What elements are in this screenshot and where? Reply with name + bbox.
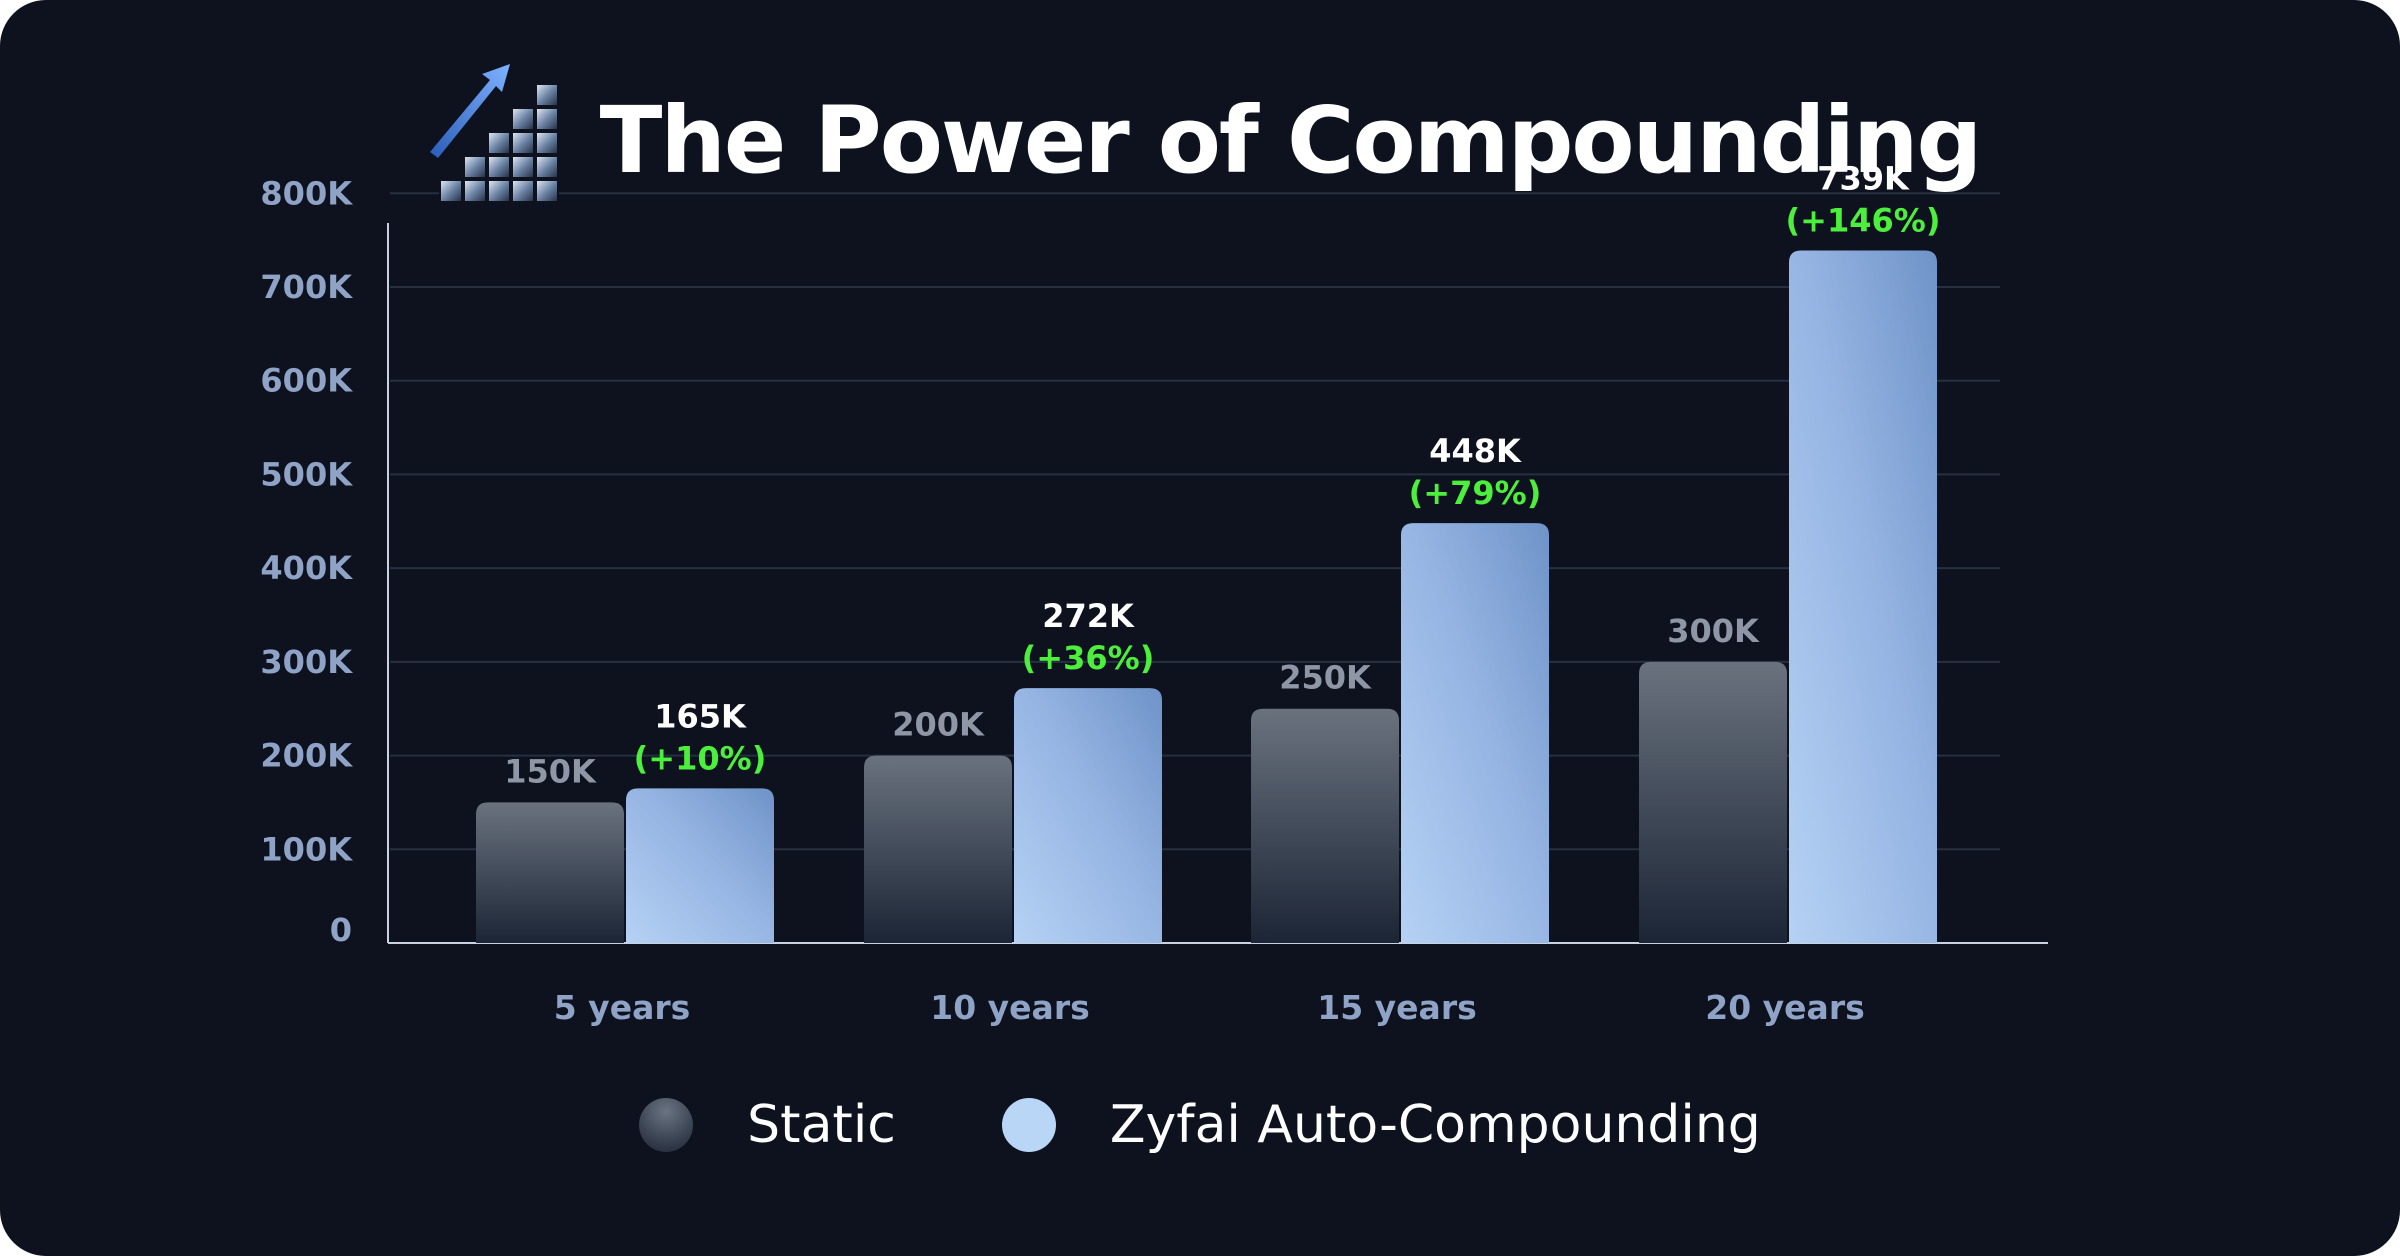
x-tick-label: 5 years — [554, 988, 691, 1027]
legend-label-zyfai: Zyfai Auto-Compounding — [1109, 1095, 1761, 1155]
legend-label-static: Static — [747, 1095, 896, 1155]
y-tick-label: 400K — [260, 549, 353, 587]
data-label-zyfai: 272K — [1042, 597, 1135, 635]
bars — [476, 250, 1937, 944]
data-label-static: 200K — [892, 706, 985, 744]
y-tick-label: 500K — [260, 455, 353, 493]
data-label-zyfai: 739K — [1817, 159, 1910, 197]
data-label-percent: (+79%) — [1409, 474, 1542, 512]
bar-zyfai — [626, 788, 774, 943]
data-label-zyfai: 448K — [1429, 432, 1522, 470]
bar-zyfai — [1789, 250, 1937, 944]
legend-swatch-zyfai — [1001, 1098, 1056, 1152]
legend-swatch-static — [639, 1098, 694, 1152]
data-label-zyfai: 165K — [654, 697, 747, 735]
bar-static — [1639, 661, 1787, 943]
page-title: The Power of Compounding — [599, 86, 1983, 194]
data-label-static: 300K — [1667, 612, 1760, 650]
bar-zyfai — [1014, 688, 1162, 943]
data-labels: 150K 165K (+10%) 200K 272K (+36%) 250K 448K (+79… — [504, 159, 1940, 790]
bar-static — [1251, 708, 1399, 943]
x-tick-label: 20 years — [1705, 988, 1865, 1027]
compounding-blocks-icon — [429, 64, 559, 203]
x-tick-label: 15 years — [1317, 988, 1477, 1027]
legend-item-zyfai: Zyfai Auto-Compounding — [1001, 1095, 1761, 1155]
y-tick-label: 0 — [330, 911, 352, 949]
bar-static — [864, 755, 1012, 943]
x-tick-label: 10 years — [930, 988, 1090, 1027]
legend: Static Zyfai Auto-Compounding — [0, 1085, 2400, 1165]
bar-zyfai — [1401, 523, 1549, 943]
y-tick-label: 700K — [260, 268, 353, 306]
y-tick-label: 300K — [260, 643, 353, 681]
data-label-percent: (+146%) — [1786, 201, 1941, 239]
y-tick-label: 100K — [260, 830, 353, 868]
grid-lines — [390, 192, 2000, 851]
x-axis-ticks: 5 years 10 years 15 years 20 years — [554, 988, 1865, 1027]
title-row: The Power of Compounding — [0, 60, 2400, 220]
data-label-percent: (+10%) — [634, 739, 767, 777]
y-tick-label: 600K — [260, 362, 353, 400]
bar-static — [476, 802, 624, 943]
data-label-static: 150K — [504, 752, 597, 790]
y-axis-ticks: 0 100K 200K 300K 400K 500K 600K 700K 800K — [260, 174, 353, 949]
data-label-static: 250K — [1279, 659, 1372, 697]
legend-item-static: Static — [639, 1095, 896, 1155]
y-tick-label: 200K — [260, 737, 353, 775]
data-label-percent: (+36%) — [1022, 639, 1155, 677]
y-tick-label: 800K — [260, 174, 353, 212]
